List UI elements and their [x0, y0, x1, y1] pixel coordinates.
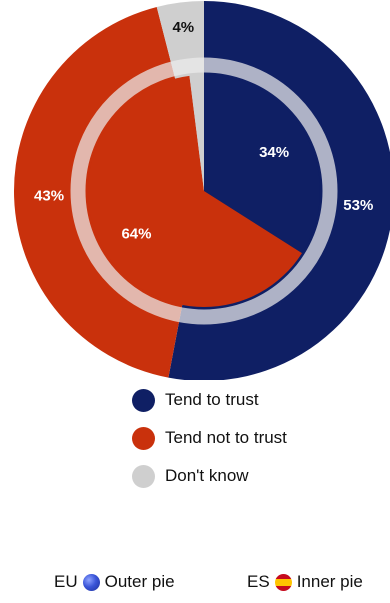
footer-eu-text: Outer pie — [105, 572, 175, 592]
pie-chart: 53% 43% 4% 34% 64% — [0, 0, 390, 380]
footer-eu: EU Outer pie — [54, 572, 175, 592]
legend-swatch-dont-know — [132, 465, 155, 488]
legend: Tend to trust Tend not to trust Don't kn… — [132, 388, 287, 502]
legend-swatch-not-trust — [132, 427, 155, 450]
legend-item-dont-know: Don't know — [132, 464, 287, 488]
eu-label-don-t-know: 4% — [172, 19, 194, 36]
legend-item-not-trust: Tend not to trust — [132, 426, 287, 450]
footer-eu-code: EU — [54, 572, 78, 592]
spain-flag-icon — [275, 574, 292, 591]
footer-es-code: ES — [247, 572, 270, 592]
es-label-tend-not-to-trust: 64% — [121, 225, 151, 242]
footer-es-text: Inner pie — [297, 572, 363, 592]
legend-label: Tend to trust — [165, 390, 259, 410]
eu-label-tend-to-trust: 53% — [343, 197, 373, 214]
legend-label: Don't know — [165, 466, 249, 486]
eu-flag-icon — [83, 574, 100, 591]
footer-es: ES Inner pie — [247, 572, 363, 592]
legend-swatch-trust — [132, 389, 155, 412]
legend-item-trust: Tend to trust — [132, 388, 287, 412]
eu-label-tend-not-to-trust: 43% — [34, 187, 64, 204]
es-label-tend-to-trust: 34% — [259, 144, 289, 161]
legend-label: Tend not to trust — [165, 428, 287, 448]
pie-svg: 53% 43% 4% 34% 64% — [0, 0, 390, 380]
